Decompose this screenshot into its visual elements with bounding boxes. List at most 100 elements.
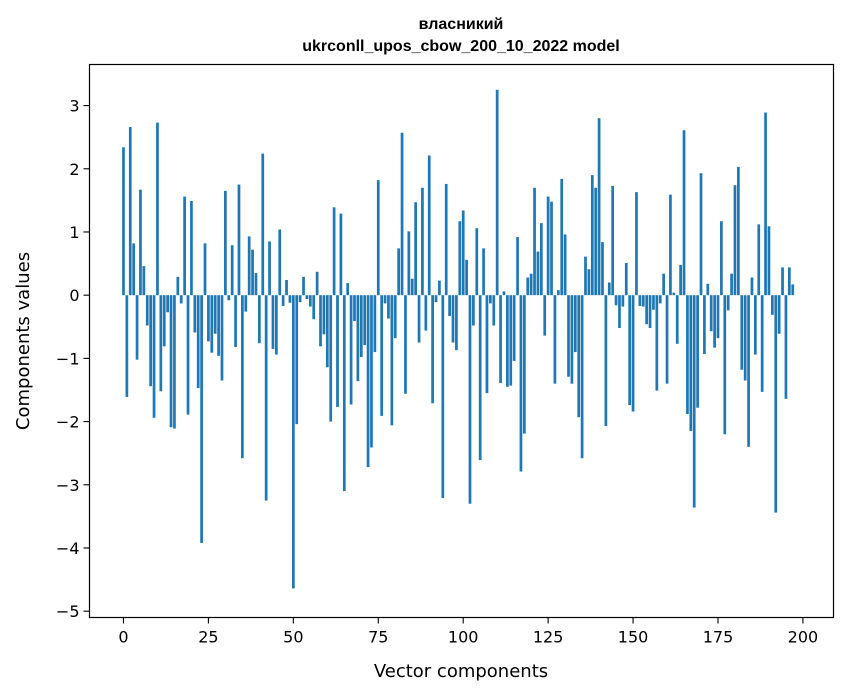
bar bbox=[757, 224, 761, 296]
bar bbox=[567, 295, 570, 377]
bar bbox=[526, 277, 530, 296]
bar bbox=[444, 183, 448, 296]
y-tick-label: −3 bbox=[56, 476, 80, 495]
bar bbox=[441, 295, 445, 499]
bar bbox=[291, 295, 295, 589]
bar bbox=[614, 295, 618, 306]
bar bbox=[672, 292, 676, 296]
bar bbox=[777, 295, 781, 334]
bar bbox=[397, 248, 401, 296]
bar bbox=[349, 295, 353, 405]
bar bbox=[302, 276, 305, 296]
bar bbox=[387, 295, 390, 319]
x-tick-label: 25 bbox=[198, 628, 218, 647]
bar bbox=[618, 295, 621, 329]
bar bbox=[502, 291, 506, 296]
y-tick-label: 0 bbox=[69, 286, 79, 305]
bar bbox=[624, 262, 628, 296]
bar bbox=[305, 295, 309, 299]
bar bbox=[754, 295, 757, 355]
bar bbox=[122, 147, 125, 296]
bar bbox=[336, 295, 339, 408]
bar bbox=[750, 277, 754, 296]
x-tick-label: 75 bbox=[368, 628, 388, 647]
bar bbox=[363, 295, 367, 346]
bar bbox=[342, 295, 346, 492]
bar bbox=[414, 202, 417, 296]
bar bbox=[159, 295, 163, 392]
bar bbox=[329, 295, 333, 422]
y-tick-label: 2 bbox=[69, 160, 79, 179]
bar bbox=[499, 295, 502, 384]
bar bbox=[594, 187, 598, 296]
bar bbox=[193, 295, 197, 333]
bar bbox=[438, 280, 441, 296]
bar bbox=[254, 273, 258, 296]
y-axis-label: Components values bbox=[13, 252, 34, 430]
bar bbox=[529, 273, 533, 296]
bar bbox=[132, 243, 136, 296]
bar bbox=[791, 284, 795, 296]
bar bbox=[665, 295, 669, 384]
bar bbox=[706, 283, 710, 296]
x-tick-label: 175 bbox=[703, 628, 734, 647]
bar bbox=[716, 295, 720, 339]
bar bbox=[689, 295, 693, 432]
bar bbox=[241, 295, 244, 459]
bar bbox=[458, 221, 462, 296]
bar bbox=[648, 295, 652, 329]
bar bbox=[410, 278, 414, 296]
bar bbox=[359, 295, 363, 358]
bar bbox=[658, 295, 662, 304]
bar bbox=[781, 267, 784, 296]
bar bbox=[145, 295, 149, 326]
bar bbox=[237, 184, 241, 296]
bar bbox=[553, 295, 557, 384]
bar bbox=[641, 295, 645, 307]
bar bbox=[468, 295, 472, 504]
bar bbox=[631, 295, 635, 412]
bar bbox=[295, 295, 299, 425]
x-axis-label: Vector components bbox=[374, 661, 548, 682]
bar bbox=[332, 207, 336, 296]
bar bbox=[322, 295, 326, 335]
bar bbox=[675, 295, 679, 344]
bar bbox=[346, 283, 350, 296]
bar bbox=[421, 187, 424, 296]
bar bbox=[492, 295, 496, 326]
bar bbox=[366, 295, 370, 468]
bar bbox=[696, 295, 699, 408]
x-tick-label: 100 bbox=[448, 628, 479, 647]
bar bbox=[679, 264, 682, 296]
bar bbox=[203, 243, 207, 296]
bar bbox=[522, 295, 526, 434]
bar bbox=[274, 295, 278, 355]
bar bbox=[587, 269, 591, 296]
bar bbox=[720, 221, 723, 296]
bar bbox=[621, 295, 625, 307]
bar bbox=[764, 112, 767, 296]
bar bbox=[740, 295, 744, 370]
bar bbox=[393, 295, 397, 339]
bar bbox=[604, 295, 608, 426]
x-axis-ticks: 0 25 50 75 100 125 150 175 200 bbox=[118, 617, 819, 647]
bar bbox=[434, 295, 438, 303]
bar bbox=[543, 295, 547, 336]
x-tick-label: 150 bbox=[618, 628, 649, 647]
bar bbox=[533, 187, 536, 296]
bar bbox=[142, 266, 146, 296]
bar bbox=[244, 295, 248, 312]
x-tick-label: 50 bbox=[283, 628, 303, 647]
bar bbox=[686, 295, 689, 414]
bar bbox=[590, 175, 594, 296]
bar bbox=[461, 210, 465, 296]
bar bbox=[356, 295, 360, 382]
bar bbox=[703, 295, 706, 354]
bar bbox=[281, 295, 285, 306]
bar bbox=[404, 295, 407, 394]
x-tick-label: 200 bbox=[788, 628, 819, 647]
bar bbox=[726, 295, 730, 311]
bar bbox=[607, 282, 611, 296]
bar bbox=[271, 295, 275, 349]
bar bbox=[278, 229, 282, 296]
